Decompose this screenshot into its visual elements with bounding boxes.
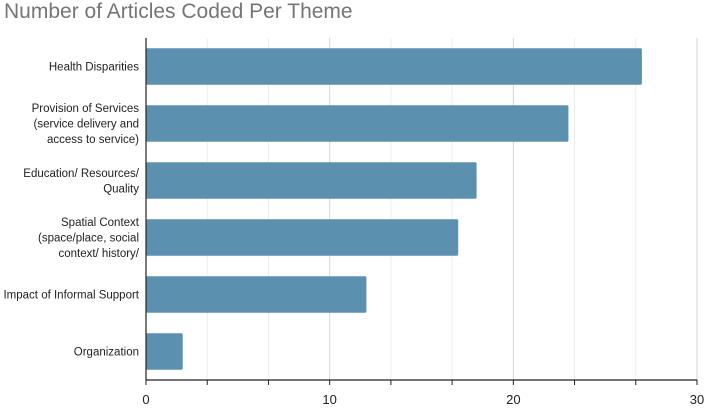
- category-label-line: Impact of Informal Support: [3, 290, 139, 302]
- category-label-line: Education/ Resources/: [23, 168, 140, 180]
- category-label-line: (space/place, social: [38, 233, 139, 245]
- x-tick-label: 20: [506, 392, 520, 407]
- category-label: Provision of Services (service delivery a…: [32, 103, 140, 146]
- x-tick-label: 30: [690, 392, 704, 407]
- category-label-line: access to service): [47, 134, 139, 146]
- category-label: Health Disparities: [49, 62, 139, 74]
- category-label: Organization: [74, 347, 139, 359]
- category-label-line: Organization: [74, 347, 139, 359]
- category-label-line: context/ history/: [58, 248, 139, 260]
- category-labels: 0 10 20 30 Health Disparities Provision of Se…: [3, 62, 704, 408]
- bar: [146, 105, 569, 142]
- bar: [146, 162, 477, 199]
- category-label: Education/ Resources/Quality: [23, 168, 140, 196]
- bar: [146, 276, 367, 313]
- axes: [145, 38, 698, 385]
- category-label-line: Spatial Context: [61, 217, 140, 229]
- x-tick-label: 10: [322, 392, 336, 407]
- category-label-line: Health Disparities: [49, 62, 139, 74]
- category-label: Impact of Informal Support: [3, 290, 139, 302]
- category-label-line: (service delivery and: [34, 119, 139, 131]
- category-label: Spatial Context (space/place, social conte…: [38, 217, 140, 260]
- bar: [146, 219, 459, 256]
- bar: [146, 333, 183, 370]
- x-tick-label: 0: [142, 392, 149, 407]
- bars: [146, 48, 642, 370]
- bar: [146, 48, 642, 85]
- category-label-line: Provision of Services: [32, 103, 140, 115]
- category-label-line: Quality: [103, 183, 139, 195]
- grid-lines: [206, 38, 698, 380]
- chart-title: Number of Articles Coded Per Theme: [4, 0, 353, 23]
